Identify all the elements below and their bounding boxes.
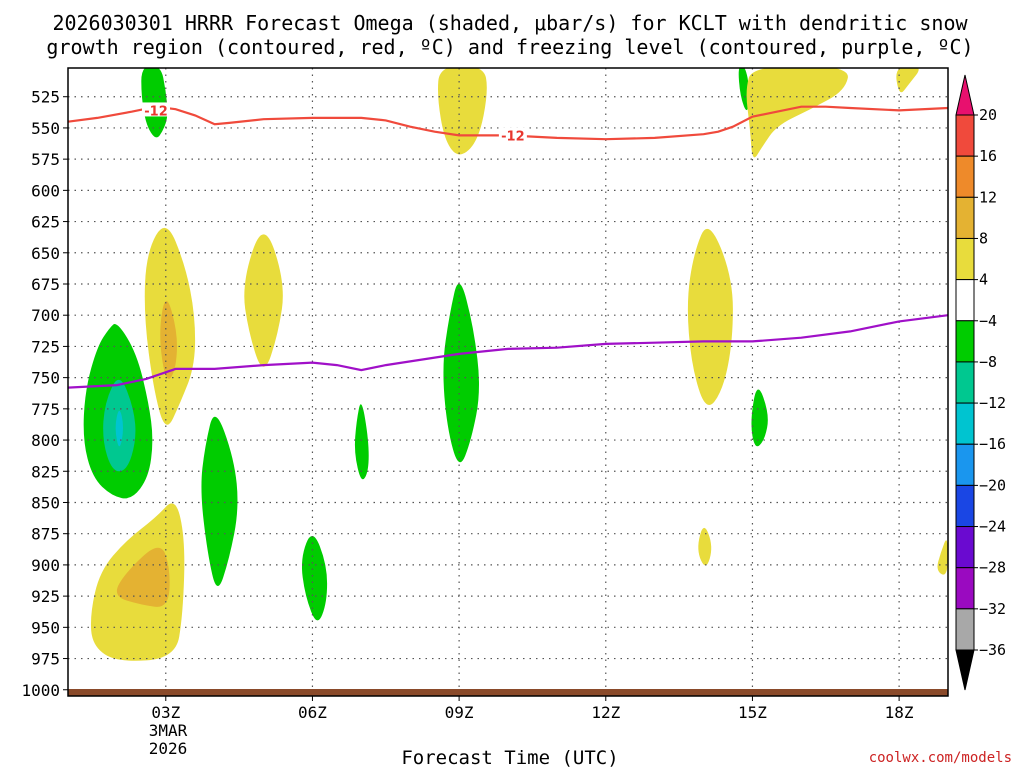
colorbar: 20 16 12 8 4 −4 −8 −12 −16 −20 −24 −28 −32 −36 xyxy=(955,74,1006,691)
x-tick-label: 06Z xyxy=(298,703,327,722)
x-axis-title: Forecast Time (UTC) xyxy=(401,747,618,768)
omega-region-4 xyxy=(438,68,487,155)
site-credit: coolwx.com/models xyxy=(869,750,1012,766)
colorbar-swatch xyxy=(955,237,975,281)
omega-region-4 xyxy=(698,527,712,566)
y-tick-label: 825 xyxy=(31,462,60,481)
y-tick-label: 575 xyxy=(31,150,60,169)
y-axis: 525 550 575 600 625 650 675 700 725 750 775 800 825 8… xyxy=(21,88,68,700)
date-label-line2: 2026 xyxy=(149,739,188,758)
chart-title-line2: growth region (contoured, red, ºC) and f… xyxy=(46,35,973,59)
plot-background xyxy=(68,68,948,696)
y-tick-label: 800 xyxy=(31,431,60,450)
y-tick-label: 950 xyxy=(31,618,60,637)
colorbar-swatch xyxy=(955,402,975,445)
colorbar-swatch xyxy=(955,526,975,569)
colorbar-bottom-arrow xyxy=(955,649,975,691)
colorbar-swatch xyxy=(955,196,975,239)
colorbar-swatch xyxy=(955,484,975,528)
dgz-isotherm-line xyxy=(67,105,949,141)
colorbar-swatch xyxy=(955,567,975,610)
y-tick-label: 900 xyxy=(31,556,60,575)
y-tick-label: 525 xyxy=(31,88,60,107)
x-tick-label: 15Z xyxy=(738,703,767,722)
colorbar-label: −36 xyxy=(979,641,1006,659)
y-tick-label: 975 xyxy=(31,650,60,669)
omega-region-4 xyxy=(687,228,733,405)
colorbar-swatch xyxy=(955,279,975,322)
colorbar-swatch xyxy=(955,361,975,404)
date-label-line1: 3MAR xyxy=(149,721,188,740)
y-tick-label: 1000 xyxy=(21,681,60,700)
x-tick-label: 18Z xyxy=(885,703,914,722)
colorbar-label: −8 xyxy=(979,353,997,371)
y-tick-label: 550 xyxy=(31,119,60,138)
colorbar-label: −32 xyxy=(979,600,1006,618)
omega-region-4 xyxy=(937,540,948,575)
x-axis: 03Z 06Z 09Z 12Z 15Z 18Z xyxy=(151,696,914,722)
omega-region-neg8 xyxy=(751,389,768,447)
omega-region-neg8 xyxy=(738,68,750,111)
colorbar-swatch xyxy=(955,155,975,198)
x-tick-label: 12Z xyxy=(591,703,620,722)
y-tick-label: 700 xyxy=(31,306,60,325)
colorbar-label: −12 xyxy=(979,394,1006,412)
isotherm-label: -12 xyxy=(144,104,168,119)
omega-region-8 xyxy=(160,301,177,379)
plot-area: -12 -12 xyxy=(67,67,949,697)
colorbar-swatch xyxy=(955,443,975,486)
colorbar-swatch xyxy=(955,114,975,157)
omega-region-4 xyxy=(746,68,848,158)
omega-shading xyxy=(83,68,948,661)
plot-frame xyxy=(67,67,949,697)
y-tick-label: 775 xyxy=(31,400,60,419)
colorbar-swatch xyxy=(955,320,975,363)
colorbar-label: 8 xyxy=(979,229,988,247)
colorbar-label: 12 xyxy=(979,188,997,206)
omega-region-neg8 xyxy=(354,404,369,480)
y-tick-label: 850 xyxy=(31,493,60,512)
y-tick-label: 625 xyxy=(31,213,60,232)
terrain-band xyxy=(68,689,948,696)
omega-region-4 xyxy=(896,68,919,93)
y-tick-label: 750 xyxy=(31,369,60,388)
y-tick-label: 650 xyxy=(31,244,60,263)
y-tick-label: 675 xyxy=(31,275,60,294)
y-tick-label: 875 xyxy=(31,525,60,544)
colorbar-label: −4 xyxy=(979,312,997,330)
isotherm-label-bg xyxy=(498,127,527,142)
omega-region-neg8 xyxy=(443,283,479,463)
omega-region-neg16 xyxy=(115,410,123,447)
omega-region-8 xyxy=(116,547,170,607)
omega-region-neg8 xyxy=(201,416,238,587)
colorbar-label: −16 xyxy=(979,435,1006,453)
colorbar-label: 20 xyxy=(979,106,997,124)
omega-region-4 xyxy=(244,234,283,367)
omega-region-neg8 xyxy=(301,536,328,621)
freezing-level-line xyxy=(67,314,949,389)
x-tick-label: 09Z xyxy=(445,703,474,722)
colorbar-label: 4 xyxy=(979,271,988,289)
y-tick-label: 925 xyxy=(31,587,60,606)
isotherm-label-bg xyxy=(142,102,170,117)
colorbar-label: −24 xyxy=(979,518,1006,536)
chart-title-line1: 2026030301 HRRR Forecast Omega (shaded, … xyxy=(52,11,968,35)
y-tick-label: 600 xyxy=(31,181,60,200)
colorbar-label: −28 xyxy=(979,559,1006,577)
y-tick-label: 725 xyxy=(31,337,60,356)
colorbar-label: 16 xyxy=(979,147,997,165)
colorbar-label: −20 xyxy=(979,476,1006,494)
isotherm-label: -12 xyxy=(501,129,525,144)
colorbar-swatch xyxy=(955,608,975,651)
colorbar-top-arrow xyxy=(955,74,975,116)
x-tick-label: 03Z xyxy=(151,703,180,722)
